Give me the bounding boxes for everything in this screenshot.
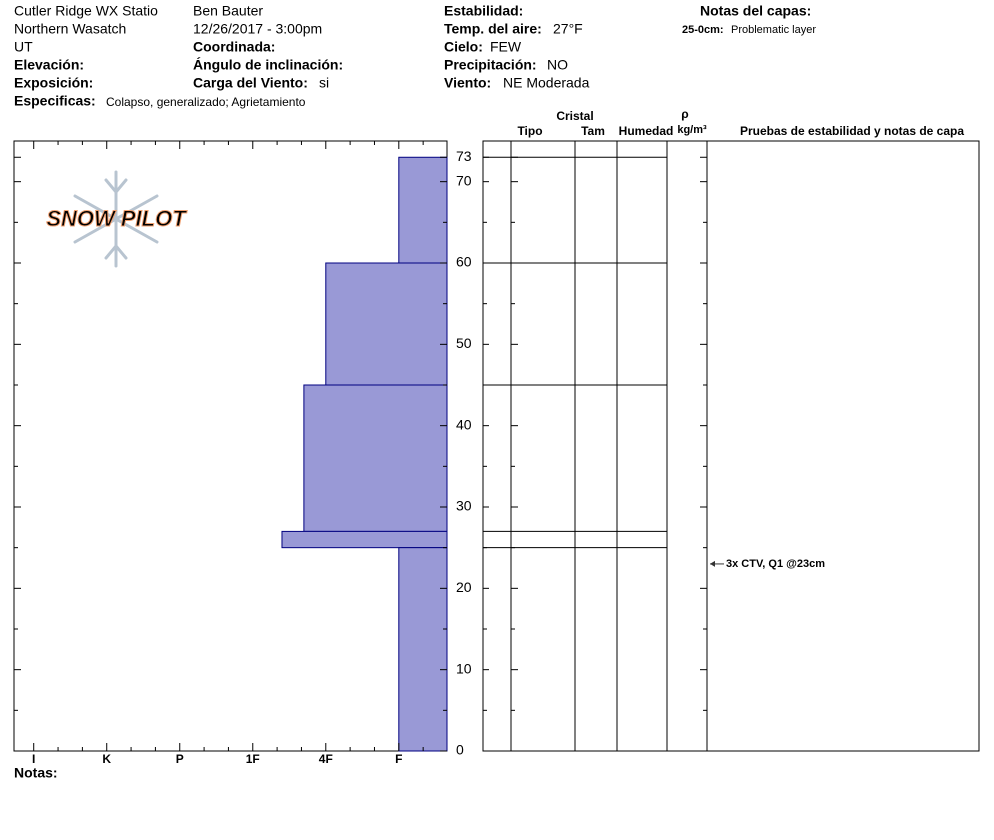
y-tick-label: 70 <box>456 172 472 188</box>
arrow-head <box>710 560 715 567</box>
table-frame <box>482 140 980 752</box>
table-columns <box>510 141 708 751</box>
label: Temp. del aire: <box>444 21 542 37</box>
label: Exposición: <box>14 75 93 91</box>
x-tick-label: F <box>395 752 402 766</box>
value: Problematic layer <box>731 24 816 36</box>
value: si <box>319 75 329 91</box>
label: Viento: <box>444 75 491 91</box>
label: Elevación: <box>14 57 84 73</box>
col-header: Cristal <box>556 109 593 123</box>
col-header: ρ <box>681 107 688 121</box>
col-header: Tipo <box>517 124 542 138</box>
label: 25-0cm: <box>682 24 724 36</box>
label: Especificas: <box>14 93 96 109</box>
y-tick-label: 40 <box>456 416 472 432</box>
value: FEW <box>490 39 522 55</box>
logo: SNOW PILOT <box>46 170 188 268</box>
x-tick-label: P <box>176 752 184 766</box>
y-tick-label: 73 <box>456 148 472 164</box>
label: Carga del Viento: <box>193 75 308 91</box>
col-header: kg/m³ <box>677 124 707 136</box>
layer-bar <box>281 530 448 549</box>
datetime: 12/26/2017 - 3:00pm <box>193 21 322 37</box>
label: Precipitación: <box>444 57 537 73</box>
header: Cutler Ridge WX Statio Northern Wasatch … <box>14 3 816 109</box>
label: Cielo: <box>444 39 483 55</box>
x-tick-label: K <box>102 752 111 766</box>
value: 27°F <box>553 21 583 37</box>
test-label: 3x CTV, Q1 @23cm <box>726 558 825 570</box>
station: Cutler Ridge WX Statio <box>14 3 158 19</box>
range: Northern Wasatch <box>14 21 126 37</box>
table-header: Cristal Tipo Tam Humedad ρ kg/m³ Pruebas… <box>517 107 964 138</box>
y-tick-label: 0 <box>456 742 464 758</box>
notes-label: Notas: <box>14 765 58 781</box>
col-header: Pruebas de estabilidad y notas de capa <box>740 124 964 138</box>
label: Coordinada: <box>193 39 275 55</box>
label: Notas del capas: <box>700 3 811 19</box>
observer: Ben Bauter <box>193 3 263 19</box>
logo-text: SNOW PILOT <box>46 206 187 231</box>
y-tick-label: 50 <box>456 335 472 351</box>
layer-bar <box>398 547 448 752</box>
label: Estabilidad: <box>444 3 523 19</box>
value: NE Moderada <box>503 75 590 91</box>
x-tick-label: 4F <box>319 752 333 766</box>
y-tick-label: 20 <box>456 579 472 595</box>
x-tick-label: 1F <box>246 752 260 766</box>
y-tick-label: 60 <box>456 254 472 270</box>
layer-bar <box>325 262 448 386</box>
layer-bar <box>398 156 448 264</box>
x-tick-label: I <box>32 752 35 766</box>
y-tick-label: 30 <box>456 498 472 514</box>
col-header: Tam <box>581 124 605 138</box>
y-tick-label: 10 <box>456 660 472 676</box>
layer-bar <box>303 384 448 532</box>
value: NO <box>547 57 568 73</box>
col-header: Humedad <box>619 124 674 138</box>
value: Colapso, generalizado; Agrietamiento <box>106 95 306 109</box>
label: Ángulo de inclinación: <box>193 57 343 73</box>
state: UT <box>14 39 33 55</box>
